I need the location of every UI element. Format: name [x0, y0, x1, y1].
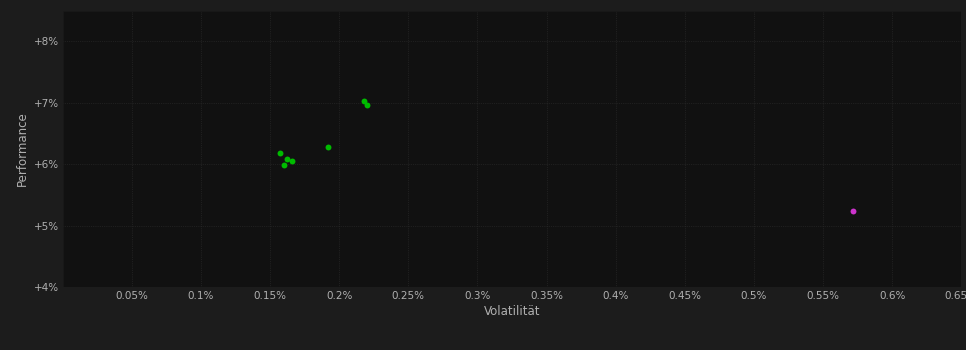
X-axis label: Volatilität: Volatilität: [484, 305, 540, 318]
Point: [845, 209, 861, 214]
Point: [356, 98, 372, 104]
Y-axis label: Performance: Performance: [16, 111, 29, 186]
Point: [321, 144, 336, 150]
Point: [285, 158, 300, 164]
Point: [276, 162, 292, 168]
Point: [279, 156, 295, 162]
Point: [272, 150, 288, 156]
Point: [359, 102, 375, 107]
